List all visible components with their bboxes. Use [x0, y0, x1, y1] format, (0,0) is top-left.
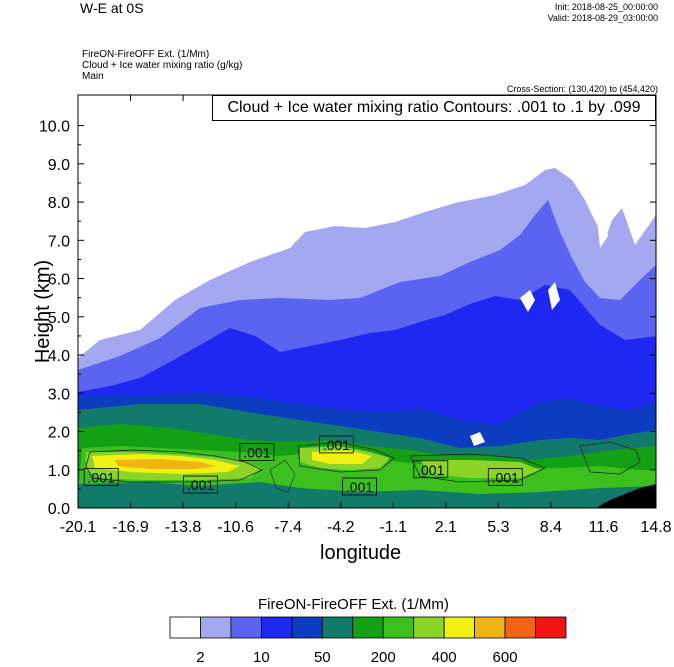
x-tick-label: -1.1 — [379, 519, 407, 536]
contour-label-box — [318, 435, 354, 454]
y-tick-label: 3.0 — [48, 386, 70, 403]
contour-label-box — [342, 477, 377, 496]
colorbar-swatch — [504, 616, 536, 639]
init-time: Init: 2018-08-25_00:00:00 — [554, 2, 658, 12]
extinction-field — [78, 95, 656, 508]
colorbar-tick-label: 200 — [371, 649, 396, 666]
colorbar-swatch — [382, 616, 415, 639]
y-axis-label: Height (km) — [32, 259, 55, 364]
y-tick-label: 8.0 — [48, 195, 70, 212]
colorbar-swatch — [321, 616, 354, 639]
colorbar-swatch — [260, 616, 293, 639]
x-tick-label: 14.8 — [640, 519, 671, 536]
y-tick-label: 4.0 — [48, 348, 70, 365]
y-tick-label: 9.0 — [48, 157, 70, 174]
colorbar-swatch — [413, 616, 445, 639]
valid-time: Valid: 2018-08-29_03:00:00 — [547, 13, 658, 23]
x-tick-label: 11.6 — [588, 519, 618, 536]
colorbar-tick-label: 600 — [493, 649, 518, 666]
cross-section-label: Cross-Section: (130,420) to (454,420) — [506, 84, 658, 94]
colorbar-tick-label: 400 — [432, 649, 457, 666]
contour-info-box: Cloud + Ice water mixing ratio Contours:… — [212, 95, 656, 121]
contour-label: .001 — [492, 469, 519, 485]
contour-label: .001 — [88, 469, 115, 485]
x-tick-label: 5.3 — [487, 519, 509, 536]
colorbar-tick-label: 2 — [196, 649, 204, 666]
colorbar-swatch — [474, 616, 506, 639]
x-tick-label: -10.6 — [217, 519, 254, 536]
colorbar-swatch — [291, 616, 323, 639]
subtitle-line-2: Cloud + Ice water mixing ratio (g/kg) — [82, 60, 243, 71]
contour-label: .001 — [323, 437, 350, 453]
colorbar-swatch — [443, 616, 476, 639]
x-tick-label: -7.4 — [274, 519, 302, 536]
y-axis: 0.0 1.0 2.0 3.0 4.0 5.0 6.0 7.0 8.0 9.0 10.0 — [39, 119, 656, 518]
subtitle-line-1: FireON-FireOFF Ext. (1/Mm) — [82, 49, 210, 60]
y-tick-label: 10.0 — [39, 119, 70, 136]
contour-label-box — [239, 443, 275, 461]
contour-label-box — [183, 475, 218, 494]
x-tick-label: -4.2 — [327, 519, 355, 536]
x-tick-label: -13.8 — [165, 519, 202, 536]
contour-labels: .001 .001 .001 .001 .001 .001 .001 — [83, 435, 523, 496]
colorbar-tick-label: 10 — [253, 649, 270, 666]
y-tick-label: 5.0 — [48, 310, 70, 327]
y-tick-label: 0.0 — [48, 501, 70, 518]
contour-label: .001 — [243, 445, 270, 461]
colorbar-swatch — [535, 616, 567, 639]
colorbar-swatch — [230, 616, 262, 639]
x-tick-label: 2.1 — [435, 519, 457, 536]
x-tick-label: -20.1 — [60, 519, 97, 536]
contour-label-box — [83, 468, 119, 486]
x-tick-label: 8.4 — [540, 519, 562, 536]
colorbar-swatch — [169, 616, 201, 639]
contour-label: .001 — [187, 477, 214, 493]
colorbar-swatch — [352, 616, 384, 639]
contour-label-box — [413, 460, 449, 479]
plot-title: W-E at 0S — [80, 0, 144, 16]
contour-label-box — [487, 468, 523, 486]
contour-label: .001 — [346, 479, 373, 495]
y-tick-label: 6.0 — [48, 272, 70, 289]
y-tick-label: 2.0 — [48, 425, 70, 442]
subtitle-line-3: Main — [82, 71, 104, 82]
y-tick-label: 7.0 — [48, 233, 70, 250]
contour-label: .001 — [417, 462, 444, 478]
colorbar-swatch — [200, 616, 232, 639]
colorbar-tick-label: 50 — [314, 649, 331, 666]
colorbar: 2 10 50 200 400 600 — [169, 616, 567, 666]
colorbar-title: FireON-FireOFF Ext. (1/Mm) — [258, 596, 449, 613]
x-axis-label: longitude — [320, 542, 402, 564]
y-tick-label: 1.0 — [48, 463, 70, 480]
x-tick-label: -16.9 — [112, 519, 149, 536]
